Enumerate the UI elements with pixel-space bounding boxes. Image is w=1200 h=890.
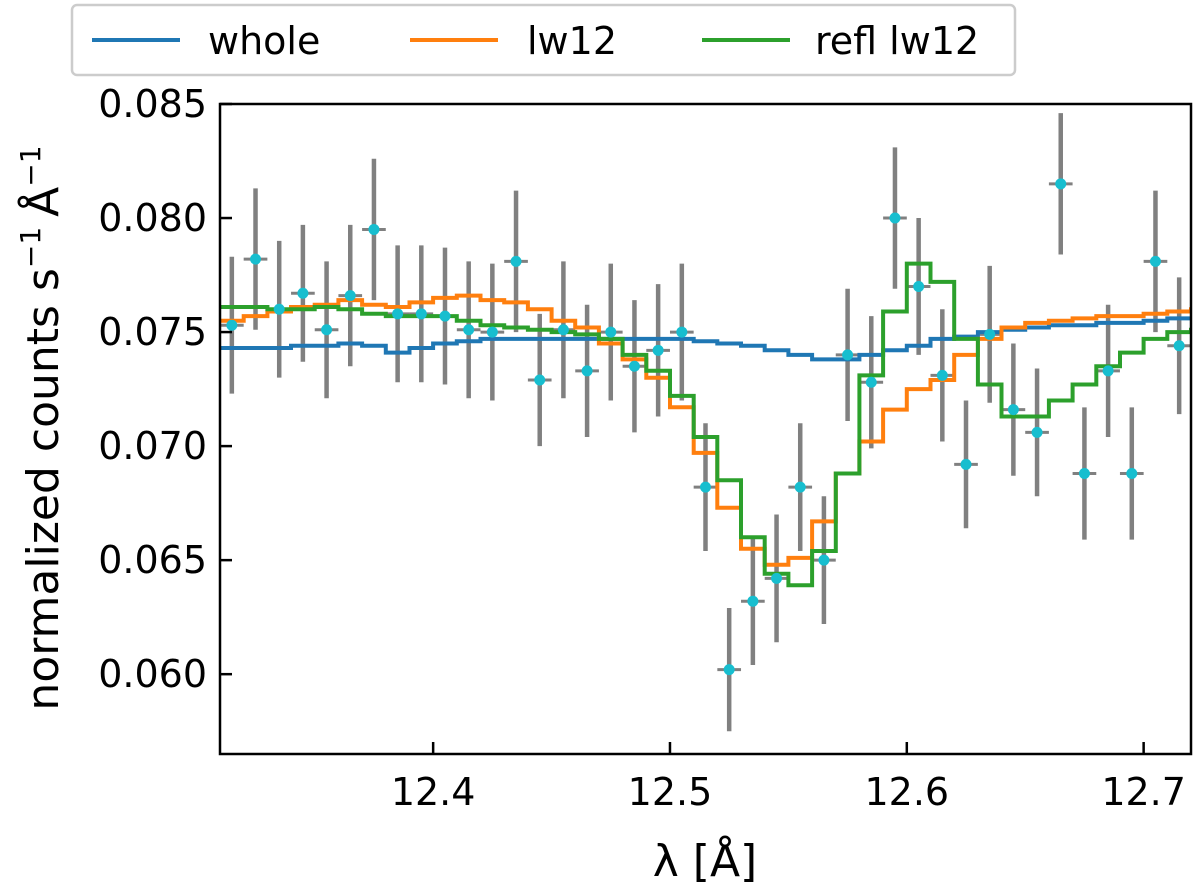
data-point (557, 324, 569, 336)
y-tick-label: 0.065 (98, 538, 207, 582)
y-tick-label: 0.080 (98, 196, 207, 240)
data-point (747, 595, 759, 607)
y-tick-label: 0.085 (98, 82, 207, 126)
data-point (1031, 426, 1043, 438)
data-point (581, 365, 593, 377)
legend: whole lw12 refl lw12 (70, 3, 1017, 77)
legend-label-lw12: lw12 (527, 19, 617, 63)
data-point (297, 287, 309, 299)
data-point (889, 212, 901, 224)
data-point (842, 349, 854, 361)
errorbars (220, 113, 1191, 732)
y-tick-label: 0.075 (98, 310, 207, 354)
y-axis-label-text: normalized counts s (18, 268, 69, 710)
data-point (865, 376, 877, 388)
data-point (486, 326, 498, 338)
data-point (984, 328, 996, 340)
data-point (771, 572, 783, 584)
data-point (463, 324, 475, 336)
series-line-refl-lw12 (220, 261, 1191, 588)
y-axis-label-unit: Å (16, 187, 69, 217)
data-point (1078, 467, 1090, 479)
y-axis: 0.060 0.065 0.070 0.075 0.080 0.085 (98, 82, 232, 696)
legend-label-refl-lw12: refl lw12 (815, 19, 979, 63)
data-point (439, 310, 451, 322)
legend-label-whole: whole (208, 19, 320, 63)
series-line-lw12 (220, 293, 1191, 567)
data-point (368, 223, 380, 235)
x-axis: 12.4 12.5 12.6 12.7 (391, 742, 1186, 814)
data-point (676, 326, 688, 338)
data-point (1149, 255, 1161, 267)
data-point (1173, 340, 1185, 352)
data-point (510, 255, 522, 267)
y-tick-label: 0.060 (98, 652, 207, 696)
data-point (960, 458, 972, 470)
data-point (628, 360, 640, 372)
x-tick-label: 12.4 (391, 770, 476, 814)
data-point (1007, 404, 1019, 416)
data-point (652, 344, 664, 356)
data-point (1055, 178, 1067, 190)
x-tick-label: 12.5 (628, 770, 713, 814)
data-point (415, 308, 427, 320)
data-point (534, 374, 546, 386)
data-point (1102, 365, 1114, 377)
data-points (226, 178, 1185, 676)
plot-area (218, 102, 1193, 756)
data-point (392, 308, 404, 320)
y-axis-label-sup-1: −1 (14, 227, 47, 268)
model-lines (220, 261, 1191, 588)
data-point (794, 481, 806, 493)
data-point (250, 253, 262, 265)
x-tick-label: 12.6 (865, 770, 950, 814)
x-axis-label: λ [Å] (653, 834, 757, 887)
y-axis-label: normalized counts s−1Å−1 (14, 145, 69, 710)
y-axis-label-sup-2: −1 (14, 145, 47, 186)
data-point (226, 319, 238, 331)
data-point (913, 280, 925, 292)
data-point (818, 554, 830, 566)
legend-frame (70, 3, 1017, 77)
x-tick-label: 12.7 (1101, 770, 1186, 814)
data-point (273, 303, 285, 315)
data-point (344, 290, 356, 302)
data-point (700, 481, 711, 493)
data-point (936, 369, 948, 381)
y-tick-label: 0.070 (98, 424, 207, 468)
data-point (723, 664, 735, 676)
data-point (605, 326, 617, 338)
data-point (321, 324, 333, 336)
series-line-whole (220, 316, 1191, 362)
data-point (1126, 467, 1138, 479)
plot-frame (218, 102, 1193, 756)
